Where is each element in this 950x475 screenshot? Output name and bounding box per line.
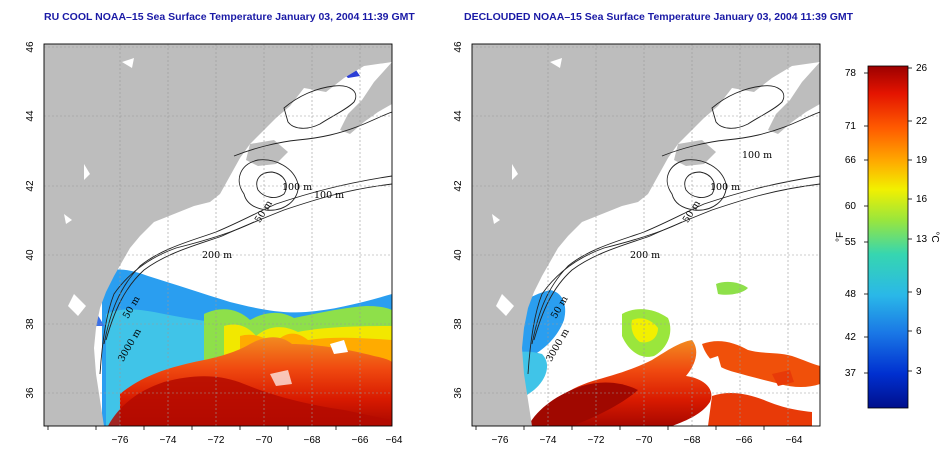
- left-contour-label-200m: 200 m: [202, 250, 232, 261]
- left-lon-tick: −72: [208, 435, 225, 446]
- colorbar-f-tick: 60: [845, 201, 857, 212]
- colorbar-f-tick: 71: [845, 121, 857, 132]
- right-lat-tick: 38: [453, 318, 464, 330]
- right-lon-tick: −72: [588, 435, 605, 446]
- right-lat-tick: 40: [453, 249, 464, 261]
- right-lat-tick: 42: [453, 180, 464, 192]
- colorbar-f-tick: 48: [845, 289, 857, 300]
- temperature-colorbar: 78 71 66 60 55 48 42 37 26 22 19 16 13 9…: [835, 63, 940, 409]
- colorbar-f-tick: 66: [845, 155, 857, 166]
- left-lon-tick: −76: [112, 435, 129, 446]
- left-lat-tick: 44: [25, 110, 36, 122]
- colorbar-c-tick: 22: [916, 116, 928, 127]
- left-contour-label-100m-b: 100 m: [282, 182, 312, 193]
- left-map-panel: 100 m 100 m 50 m 200 m 50 m 3000 m −76 −…: [25, 41, 403, 446]
- colorbar-fahrenheit-label: °F: [835, 232, 846, 242]
- right-lon-tick: −64: [786, 435, 803, 446]
- right-lat-tick: 44: [453, 110, 464, 122]
- left-lon-tick: −64: [386, 435, 403, 446]
- colorbar-c-tick: 13: [916, 234, 928, 245]
- colorbar-f-tick: 37: [845, 368, 857, 379]
- right-lat-tick: 36: [453, 387, 464, 399]
- right-lon-tick: −68: [684, 435, 701, 446]
- left-sst-field: [58, 70, 392, 426]
- left-lat-tick: 38: [25, 318, 36, 330]
- left-lon-tick: −70: [256, 435, 273, 446]
- right-map-panel: 100 m 100 m 50 m 200 m 50 m 3000 m −76 −…: [453, 41, 821, 446]
- right-panel-title: DECLOUDED NOAA–15 Sea Surface Temperatur…: [464, 11, 854, 23]
- right-lon-tick: −76: [492, 435, 509, 446]
- right-contour-label-100m-b: 100 m: [710, 182, 740, 193]
- left-lat-tick: 36: [25, 387, 36, 399]
- right-contour-label-200m: 200 m: [630, 250, 660, 261]
- colorbar-c-tick: 26: [916, 63, 928, 74]
- left-contour-label-100m-a: 100 m: [314, 190, 344, 201]
- left-lat-tick: 42: [25, 180, 36, 192]
- colorbar-gradient: [867, 65, 909, 409]
- left-map-frame: [43, 43, 393, 427]
- colorbar-c-tick: 19: [916, 155, 928, 166]
- colorbar-f-tick: 78: [845, 68, 857, 79]
- left-lon-tick: −68: [304, 435, 321, 446]
- colorbar-c-tick: 6: [916, 326, 922, 337]
- left-lat-tick: 46: [25, 41, 36, 53]
- right-lon-tick: −70: [636, 435, 653, 446]
- left-panel-title: RU COOL NOAA–15 Sea Surface Temperature …: [44, 11, 415, 23]
- left-lat-tick: 40: [25, 249, 36, 261]
- right-map-frame: [471, 43, 821, 427]
- colorbar-c-tick: 9: [916, 287, 922, 298]
- left-lon-tick: −66: [352, 435, 369, 446]
- right-lat-tick: 46: [453, 41, 464, 53]
- right-lon-tick: −66: [736, 435, 753, 446]
- colorbar-celsius-label: °C: [929, 231, 940, 242]
- right-lon-axis: [475, 426, 765, 430]
- right-contour-label-100m-a: 100 m: [742, 150, 772, 161]
- colorbar-c-tick: 3: [916, 366, 922, 377]
- left-lon-axis: [47, 426, 337, 430]
- colorbar-f-tick: 55: [845, 237, 857, 248]
- colorbar-c-tick: 16: [916, 194, 928, 205]
- right-lon-tick: −74: [540, 435, 557, 446]
- left-lon-tick: −74: [160, 435, 177, 446]
- colorbar-f-tick: 42: [845, 332, 857, 343]
